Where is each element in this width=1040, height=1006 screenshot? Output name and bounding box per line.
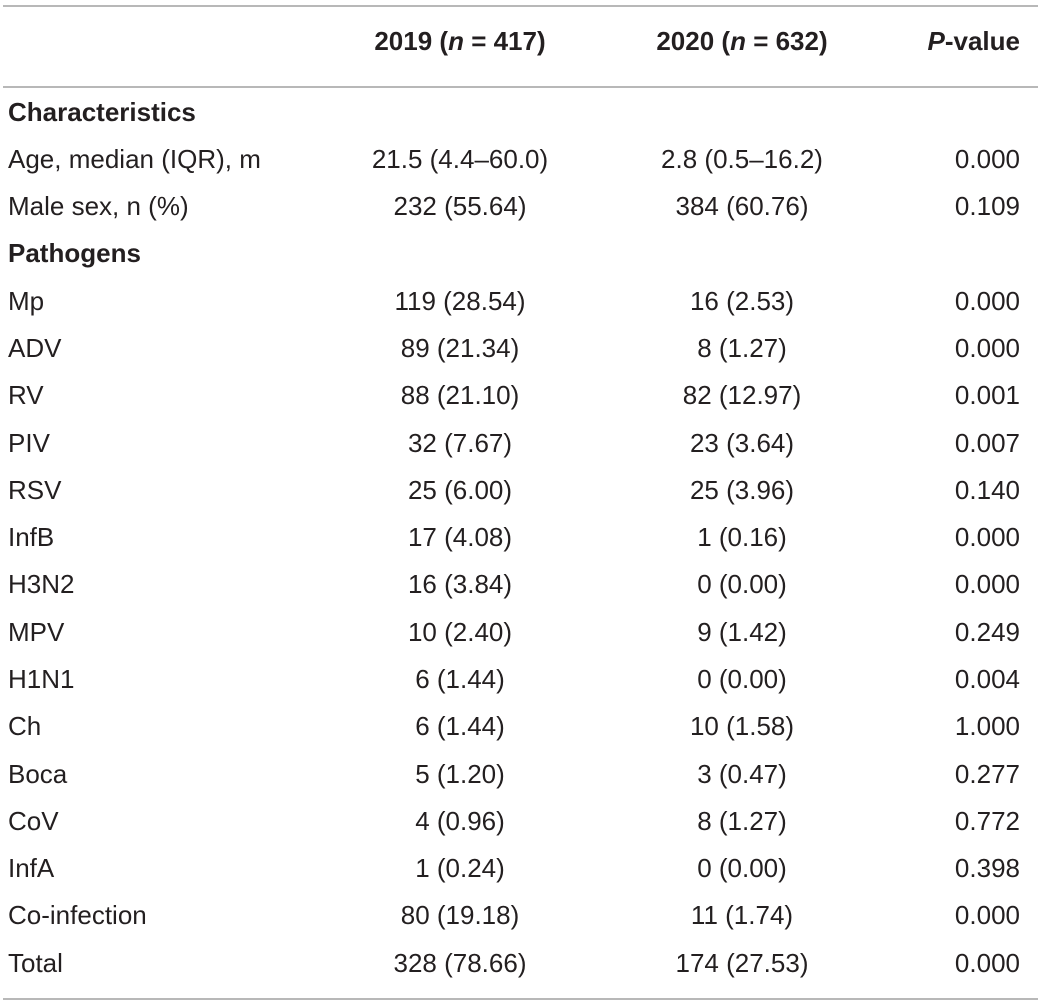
- table-row: H3N2 16 (3.84) 0 (0.00) 0.000: [0, 561, 1040, 608]
- cell-2019: 4 (0.96): [415, 806, 505, 836]
- table-row: H1N1 6 (1.44) 0 (0.00) 0.004: [0, 656, 1040, 703]
- cell-2019: 21.5 (4.4–60.0): [371, 144, 549, 174]
- header-2020: 2020 (n = 632): [656, 26, 828, 56]
- row-label: Co-infection: [8, 900, 147, 930]
- cell-p-value: 0.000: [954, 948, 1020, 978]
- row-label: RSV: [8, 475, 62, 505]
- header-p-value: P-value: [927, 26, 1021, 56]
- cell-p-value: 0.004: [954, 664, 1020, 694]
- table-row: InfB 17 (4.08) 1 (0.16) 0.000: [0, 514, 1040, 561]
- row-label: Boca: [8, 759, 68, 789]
- cell-2020: 9 (1.42): [697, 617, 787, 647]
- row-label: MPV: [8, 617, 65, 647]
- cell-2019: 1 (0.24): [415, 853, 505, 883]
- table-row: Co-infection 80 (19.18) 11 (1.74) 0.000: [0, 892, 1040, 939]
- section-title: Characteristics: [8, 97, 196, 127]
- cell-2019: 10 (2.40): [407, 617, 513, 647]
- cell-2019: 89 (21.34): [400, 333, 520, 363]
- cell-2020: 16 (2.53): [689, 286, 795, 316]
- table-row: MPV 10 (2.40) 9 (1.42) 0.249: [0, 609, 1040, 656]
- cell-p-value: 0.000: [954, 900, 1020, 930]
- cell-2019: 119 (28.54): [394, 286, 526, 316]
- cell-2020: 25 (3.96): [689, 475, 795, 505]
- table-row: PIV 32 (7.67) 23 (3.64) 0.007: [0, 420, 1040, 467]
- cell-p-value: 0.000: [954, 286, 1020, 316]
- cell-p-value: 0.001: [954, 380, 1020, 410]
- cell-p-value: 0.277: [954, 759, 1020, 789]
- row-label: Male sex, n (%): [8, 191, 189, 221]
- row-label: H3N2: [8, 569, 75, 599]
- cell-2020: 1 (0.16): [697, 522, 787, 552]
- cell-2019: 6 (1.44): [415, 664, 505, 694]
- row-label: PIV: [8, 428, 50, 458]
- cell-p-value: 0.007: [954, 428, 1020, 458]
- header-2019: 2019 (n = 417): [374, 26, 546, 56]
- cell-2020: 3 (0.47): [697, 759, 787, 789]
- section-characteristics: Characteristics: [0, 89, 1040, 136]
- section-title: Pathogens: [8, 238, 141, 268]
- table-row: Age, median (IQR), m 21.5 (4.4–60.0) 2.8…: [0, 136, 1040, 183]
- row-label: InfA: [8, 853, 55, 883]
- row-label: RV: [8, 380, 44, 410]
- table-row: Boca 5 (1.20) 3 (0.47) 0.277: [0, 751, 1040, 798]
- cell-p-value: 1.000: [954, 711, 1020, 741]
- cell-p-value: 0.249: [954, 617, 1020, 647]
- table-row: RSV 25 (6.00) 25 (3.96) 0.140: [0, 467, 1040, 514]
- row-label: Age, median (IQR), m: [8, 144, 261, 174]
- row-label: InfB: [8, 522, 55, 552]
- table-row: ADV 89 (21.34) 8 (1.27) 0.000: [0, 325, 1040, 372]
- table-top-rule: [3, 5, 1038, 7]
- cell-2020: 23 (3.64): [689, 428, 795, 458]
- cell-2020: 0 (0.00): [697, 664, 787, 694]
- row-label: Ch: [8, 711, 42, 741]
- row-label: Total: [8, 948, 63, 978]
- cell-p-value: 0.772: [954, 806, 1020, 836]
- cell-p-value: 0.000: [954, 333, 1020, 363]
- cell-2019: 17 (4.08): [407, 522, 513, 552]
- row-label: CoV: [8, 806, 59, 836]
- cell-2020: 10 (1.58): [689, 711, 795, 741]
- cell-2019: 232 (55.64): [393, 191, 527, 221]
- cell-2020: 11 (1.74): [690, 900, 794, 930]
- table-row: Mp 119 (28.54) 16 (2.53) 0.000: [0, 278, 1040, 325]
- row-label: ADV: [8, 333, 62, 363]
- cell-2019: 80 (19.18): [400, 900, 520, 930]
- cell-2020: 8 (1.27): [697, 333, 787, 363]
- table-header-row: 2019 (n = 417) 2020 (n = 632) P-value: [0, 18, 1040, 65]
- cell-2020: 384 (60.76): [675, 191, 809, 221]
- cell-p-value: 0.000: [954, 569, 1020, 599]
- cell-2020: 82 (12.97): [682, 380, 802, 410]
- cell-2020: 0 (0.00): [697, 569, 787, 599]
- cell-2019: 16 (3.84): [407, 569, 513, 599]
- cell-2020: 8 (1.27): [697, 806, 787, 836]
- table-row: Total 328 (78.66) 174 (27.53) 0.000: [0, 940, 1040, 987]
- cell-2020: 2.8 (0.5–16.2): [661, 144, 823, 174]
- table-row: InfA 1 (0.24) 0 (0.00) 0.398: [0, 845, 1040, 892]
- cell-p-value: 0.398: [954, 853, 1020, 883]
- table-row: Male sex, n (%) 232 (55.64) 384 (60.76) …: [0, 183, 1040, 230]
- cell-2020: 0 (0.00): [697, 853, 787, 883]
- table-row: Ch 6 (1.44) 10 (1.58) 1.000: [0, 703, 1040, 750]
- cell-p-value: 0.140: [954, 475, 1020, 505]
- table-bottom-rule: [3, 998, 1038, 1000]
- cell-2019: 88 (21.10): [400, 380, 520, 410]
- cell-2019: 32 (7.67): [407, 428, 513, 458]
- row-label: Mp: [8, 286, 45, 316]
- header-rule: [3, 86, 1038, 88]
- cell-2019: 328 (78.66): [393, 948, 527, 978]
- row-label: H1N1: [8, 664, 75, 694]
- section-pathogens: Pathogens: [0, 230, 1040, 277]
- cell-p-value: 0.000: [954, 144, 1020, 174]
- table-row: CoV 4 (0.96) 8 (1.27) 0.772: [0, 798, 1040, 845]
- table-row: RV 88 (21.10) 82 (12.97) 0.001: [0, 372, 1040, 419]
- cell-2019: 5 (1.20): [415, 759, 505, 789]
- cell-2020: 174 (27.53): [675, 948, 809, 978]
- cell-p-value: 0.109: [954, 191, 1020, 221]
- cell-2019: 25 (6.00): [407, 475, 513, 505]
- cell-2019: 6 (1.44): [415, 711, 505, 741]
- cell-p-value: 0.000: [954, 522, 1020, 552]
